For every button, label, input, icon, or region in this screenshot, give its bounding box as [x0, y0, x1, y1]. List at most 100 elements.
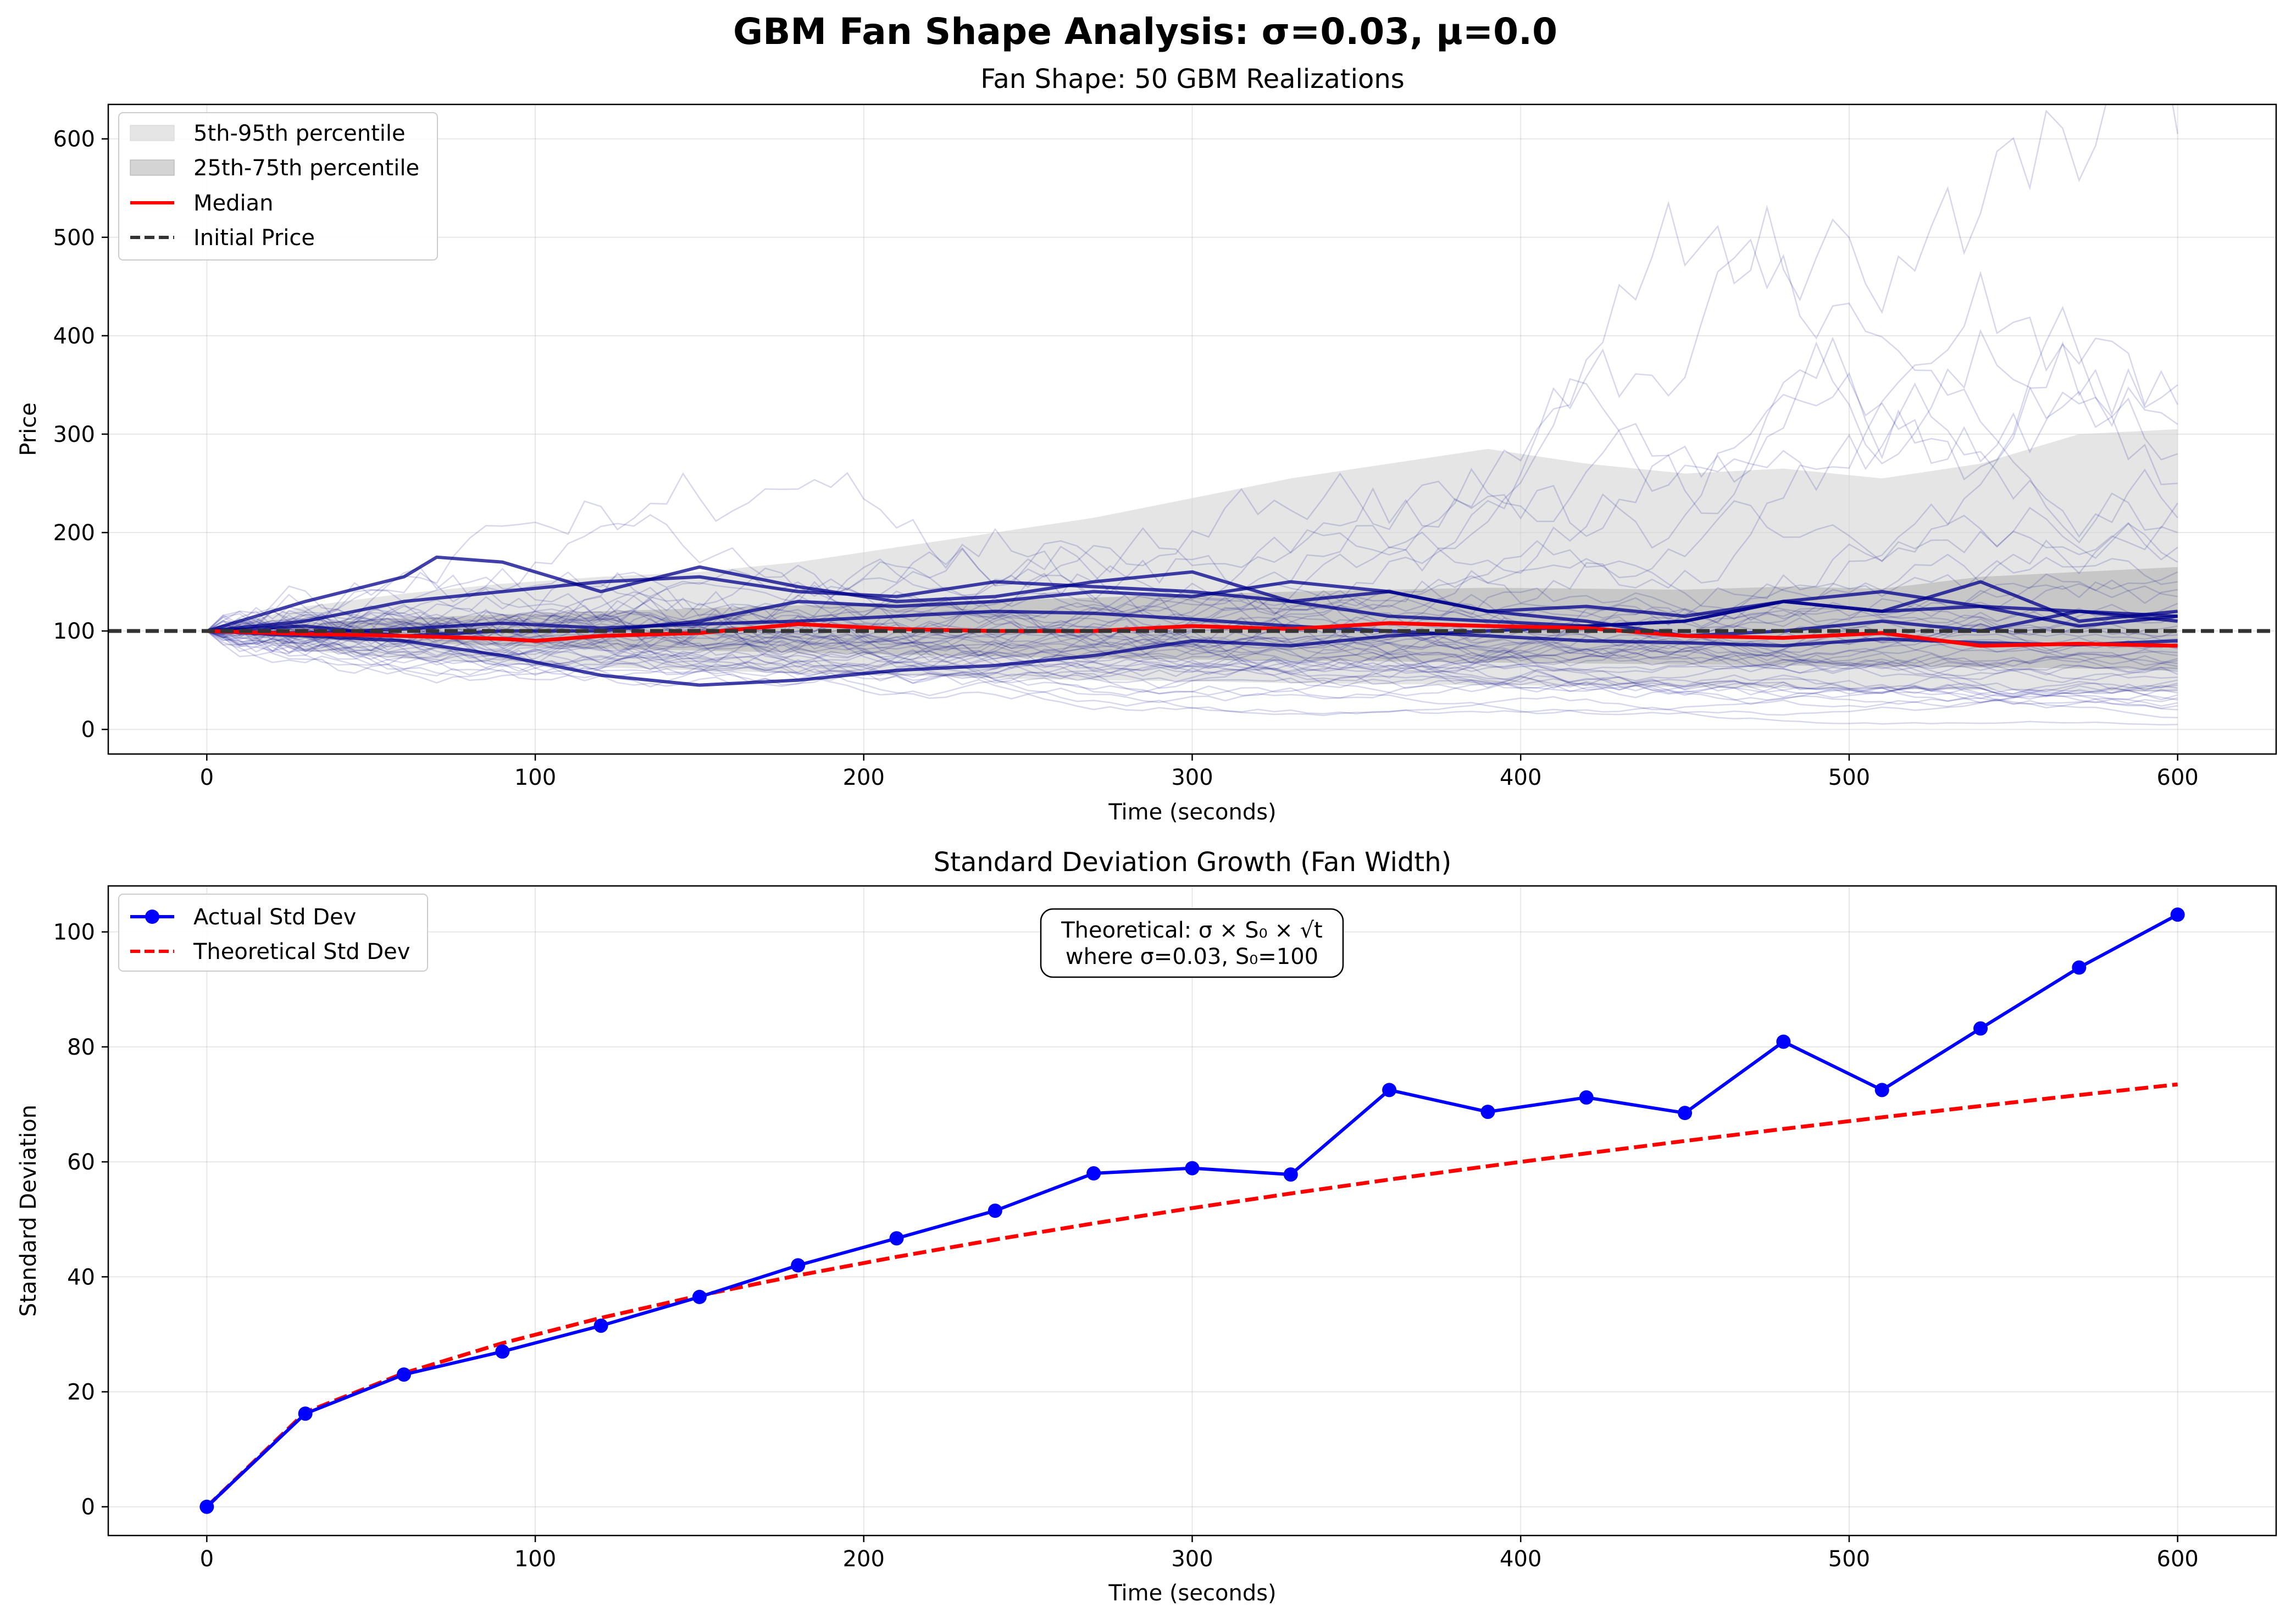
actual-std-point — [298, 1406, 313, 1421]
actual-std-point — [396, 1367, 411, 1382]
actual-std-point — [988, 1204, 1002, 1218]
std-legend-frame — [118, 894, 428, 972]
std-plot-area — [199, 907, 2185, 1514]
actual-std-point — [791, 1258, 806, 1273]
price-y-ticks: 0 100 200 300 400 500 600 — [53, 127, 108, 742]
price-legend: 5th-95th percentile 25th-75th percentile… — [118, 112, 438, 260]
actual-std-point — [1579, 1090, 1594, 1105]
actual-std-point — [1678, 1106, 1693, 1121]
gbm-path — [206, 624, 2178, 708]
highlighted-gbm-path — [207, 609, 2178, 647]
price-y-tick-label: 600 — [53, 127, 95, 152]
actual-std-point — [1185, 1161, 1200, 1176]
std-y-tick-label: 20 — [67, 1379, 95, 1405]
legend-swatch-band-25-75 — [130, 159, 175, 176]
price-x-tick-label: 100 — [514, 765, 556, 790]
price-y-axis-label: Price — [16, 402, 41, 456]
gbm-path — [207, 341, 2178, 649]
highlighted-gbm-path — [207, 590, 2178, 687]
actual-std-point — [889, 1231, 904, 1246]
gbm-path — [206, 630, 2178, 692]
theory-annotation-box — [1040, 908, 1344, 978]
actual-std-point — [1776, 1034, 1791, 1049]
legend-label-band-25-75: 25th-75th percentile — [193, 156, 419, 181]
gbm-path — [207, 611, 2178, 667]
price-x-tick-label: 300 — [1171, 765, 1213, 790]
highlighted-gbm-path — [207, 575, 2178, 633]
price-y-tick-label: 0 — [81, 717, 95, 742]
gbm-path — [206, 522, 2178, 677]
gbm-path — [207, 540, 2178, 642]
std-x-tick-label: 300 — [1171, 1547, 1213, 1572]
price-x-axis-label: Time (seconds) — [1108, 800, 1276, 825]
actual-std-point — [1382, 1083, 1397, 1098]
legend-label-actual-std: Actual Std Dev — [193, 905, 356, 930]
std-x-tick-label: 0 — [200, 1547, 214, 1572]
std-x-tick-label: 600 — [2157, 1547, 2199, 1572]
actual-std-point — [495, 1344, 510, 1359]
theory-annotation: Theoretical: σ × S₀ × √t where σ=0.03, S… — [1040, 908, 1344, 978]
std-x-ticks: 0 100 200 300 400 500 600 — [200, 1536, 2199, 1572]
price-x-ticks: 0 100 200 300 400 500 600 — [200, 754, 2199, 790]
std-x-axis-label: Time (seconds) — [1108, 1581, 1276, 1606]
legend-marker-actual-std — [145, 910, 159, 924]
price-y-tick-label: 100 — [53, 619, 95, 644]
gbm-path — [207, 569, 2178, 673]
price-y-tick-label: 300 — [53, 422, 95, 447]
gbm-path — [207, 608, 2178, 700]
std-y-tick-label: 60 — [67, 1150, 95, 1175]
gbm-path — [206, 618, 2178, 676]
gbm-path — [206, 329, 2178, 636]
price-y-tick-label: 400 — [53, 324, 95, 349]
gbm-path — [206, 583, 2178, 667]
theoretical-std-line — [205, 1082, 2178, 1509]
actual-std-point — [692, 1289, 707, 1304]
price-plot-area — [108, 104, 2276, 726]
price-y-tick-label: 200 — [53, 520, 95, 546]
actual-std-point — [1086, 1166, 1101, 1181]
gbm-path — [207, 571, 2178, 667]
actual-std-point — [593, 1318, 608, 1333]
std-y-tick-label: 80 — [67, 1035, 95, 1060]
legend-label-initial-price: Initial Price — [193, 225, 315, 251]
gbm-path — [207, 630, 2178, 677]
std-y-axis-label: Standard Deviation — [16, 1105, 41, 1317]
price-legend-frame — [118, 112, 438, 260]
highlighted-paths — [206, 555, 2178, 687]
std-y-tick-label: 0 — [81, 1495, 95, 1520]
gbm-path — [206, 630, 2178, 716]
gbm-path — [206, 336, 2178, 663]
median-series — [207, 621, 2178, 648]
std-x-tick-label: 400 — [1500, 1547, 1541, 1572]
gbm-path — [207, 628, 2178, 681]
price-chart-title: Fan Shape: 50 GBM Realizations — [980, 64, 1405, 95]
actual-std-point — [2170, 907, 2185, 922]
legend-label-theoretical-std: Theoretical Std Dev — [193, 939, 410, 965]
gbm-path — [206, 612, 2178, 683]
price-x-tick-label: 400 — [1500, 765, 1541, 790]
std-y-ticks: 0 20 40 60 80 100 — [53, 920, 108, 1520]
gbm-path — [206, 628, 2178, 681]
std-y-tick-label: 100 — [53, 920, 95, 945]
std-legend: Actual Std Dev Theoretical Std Dev — [118, 894, 428, 972]
std-series — [199, 907, 2185, 1514]
price-y-tick-label: 500 — [53, 225, 95, 251]
actual-std-point — [1973, 1021, 1988, 1036]
median-line — [207, 621, 2178, 648]
std-x-tick-label: 200 — [843, 1547, 885, 1572]
actual-std-point — [2072, 960, 2087, 975]
gbm-path — [206, 623, 2178, 696]
price-x-tick-label: 0 — [200, 765, 214, 790]
std-chart-title: Standard Deviation Growth (Fan Width) — [934, 847, 1452, 878]
legend-swatch-band-5-95 — [130, 125, 175, 141]
std-y-tick-label: 40 — [67, 1265, 95, 1290]
actual-std-point — [1480, 1105, 1495, 1119]
legend-label-band-5-95: 5th-95th percentile — [193, 121, 406, 146]
gbm-path — [206, 614, 2178, 703]
legend-label-median: Median — [193, 191, 274, 216]
gbm-path — [207, 614, 2178, 651]
std-dev-chart: Standard Deviation Growth (Fan Width) 0 1… — [16, 847, 2277, 1606]
theory-annotation-line-2: where σ=0.03, S₀=100 — [1066, 944, 1318, 969]
actual-std-point — [1283, 1167, 1298, 1182]
